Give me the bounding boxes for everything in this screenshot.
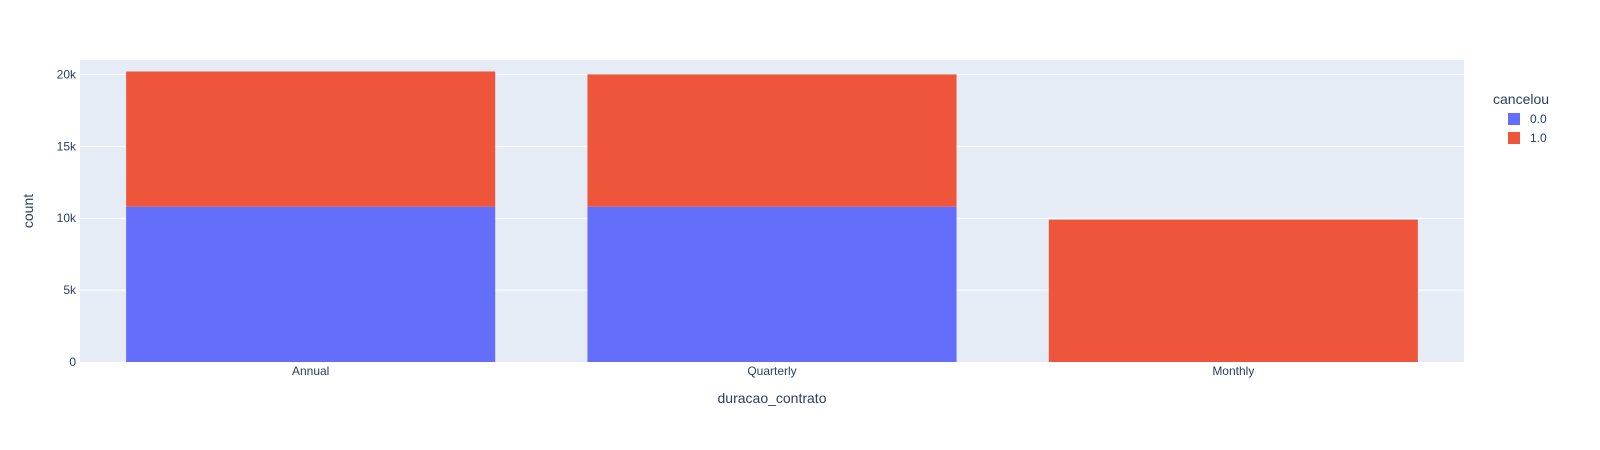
bars xyxy=(126,71,1418,362)
legend: cancelou 0.0 1.0 xyxy=(1493,91,1549,145)
bar-quarterly-1-0 xyxy=(587,74,957,207)
y-tick-label: 5k xyxy=(63,283,77,297)
bar-quarterly-0-0 xyxy=(587,206,957,362)
y-axis-title: count xyxy=(20,194,36,228)
legend-title: cancelou xyxy=(1493,91,1549,107)
legend-label[interactable]: 0.0 xyxy=(1530,112,1547,126)
y-tick-label: 15k xyxy=(57,139,77,153)
legend-swatch[interactable] xyxy=(1508,132,1520,144)
bar-annual-1-0 xyxy=(126,71,496,207)
legend-label[interactable]: 1.0 xyxy=(1530,131,1547,145)
bar-annual-0-0 xyxy=(126,206,496,362)
x-tick-label: Annual xyxy=(292,364,329,378)
x-axis-title: duracao_contrato xyxy=(718,390,827,406)
legend-swatch[interactable] xyxy=(1508,113,1520,125)
bar-monthly-1-0 xyxy=(1048,219,1418,362)
y-axis-ticks: 0 5k 10k 15k 20k xyxy=(57,67,77,369)
y-tick-label: 20k xyxy=(57,67,77,81)
x-tick-label: Quarterly xyxy=(747,364,796,378)
y-tick-label: 0 xyxy=(69,355,76,369)
x-tick-label: Monthly xyxy=(1212,364,1254,378)
x-axis-ticks: Annual Quarterly Monthly xyxy=(292,364,1254,378)
y-tick-label: 10k xyxy=(57,211,77,225)
